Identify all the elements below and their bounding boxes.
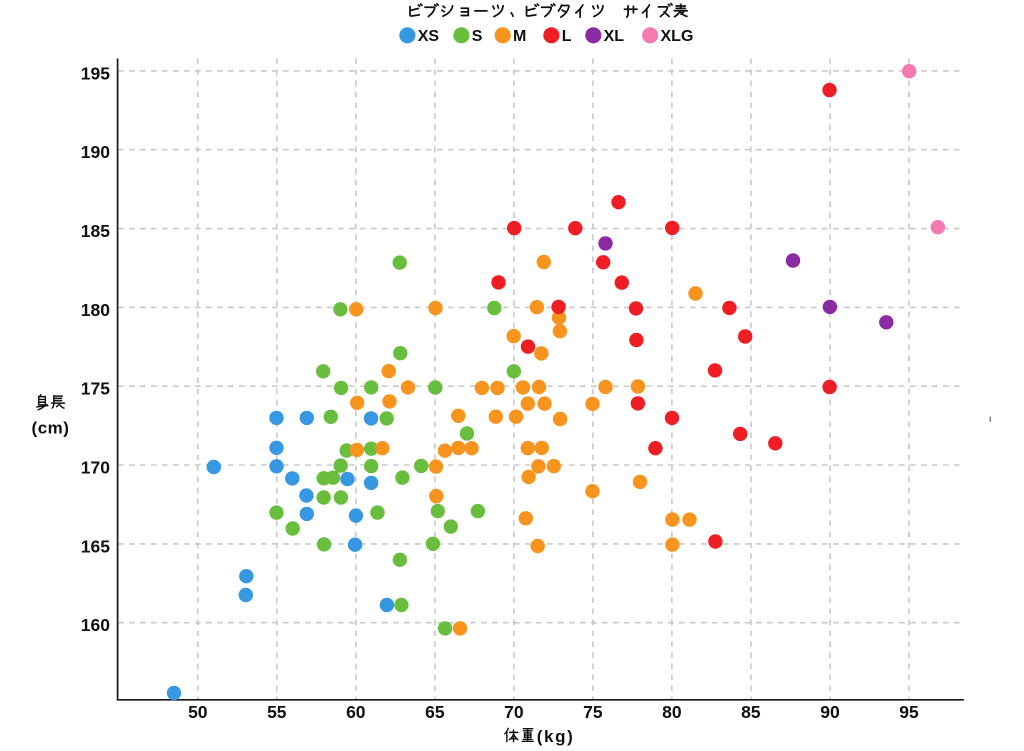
svg-text:S: S [472, 28, 483, 45]
svg-text:75: 75 [583, 702, 603, 722]
svg-text:XLG: XLG [661, 28, 694, 45]
svg-text:175: 175 [81, 379, 110, 399]
svg-text:85: 85 [741, 702, 761, 722]
svg-text:185: 185 [81, 221, 110, 241]
svg-text:50: 50 [188, 702, 208, 722]
svg-text:(cm): (cm) [32, 418, 70, 437]
svg-text:M: M [513, 28, 526, 45]
svg-text:95: 95 [899, 702, 919, 722]
svg-text:195: 195 [81, 63, 110, 83]
svg-text:80: 80 [662, 702, 682, 722]
svg-text:60: 60 [346, 702, 366, 722]
svg-text:65: 65 [425, 702, 445, 722]
svg-text:55: 55 [267, 702, 287, 722]
svg-text:190: 190 [81, 142, 110, 162]
svg-text:XS: XS [418, 28, 440, 45]
svg-text:70: 70 [504, 702, 524, 722]
svg-text:L: L [562, 28, 572, 45]
svg-text:(kg): (kg) [537, 727, 575, 746]
svg-text:90: 90 [820, 702, 840, 722]
svg-text:XL: XL [604, 28, 625, 45]
svg-text:170: 170 [81, 458, 110, 478]
svg-text:180: 180 [81, 300, 110, 320]
svg-text:165: 165 [81, 536, 110, 556]
svg-text:160: 160 [81, 615, 110, 635]
